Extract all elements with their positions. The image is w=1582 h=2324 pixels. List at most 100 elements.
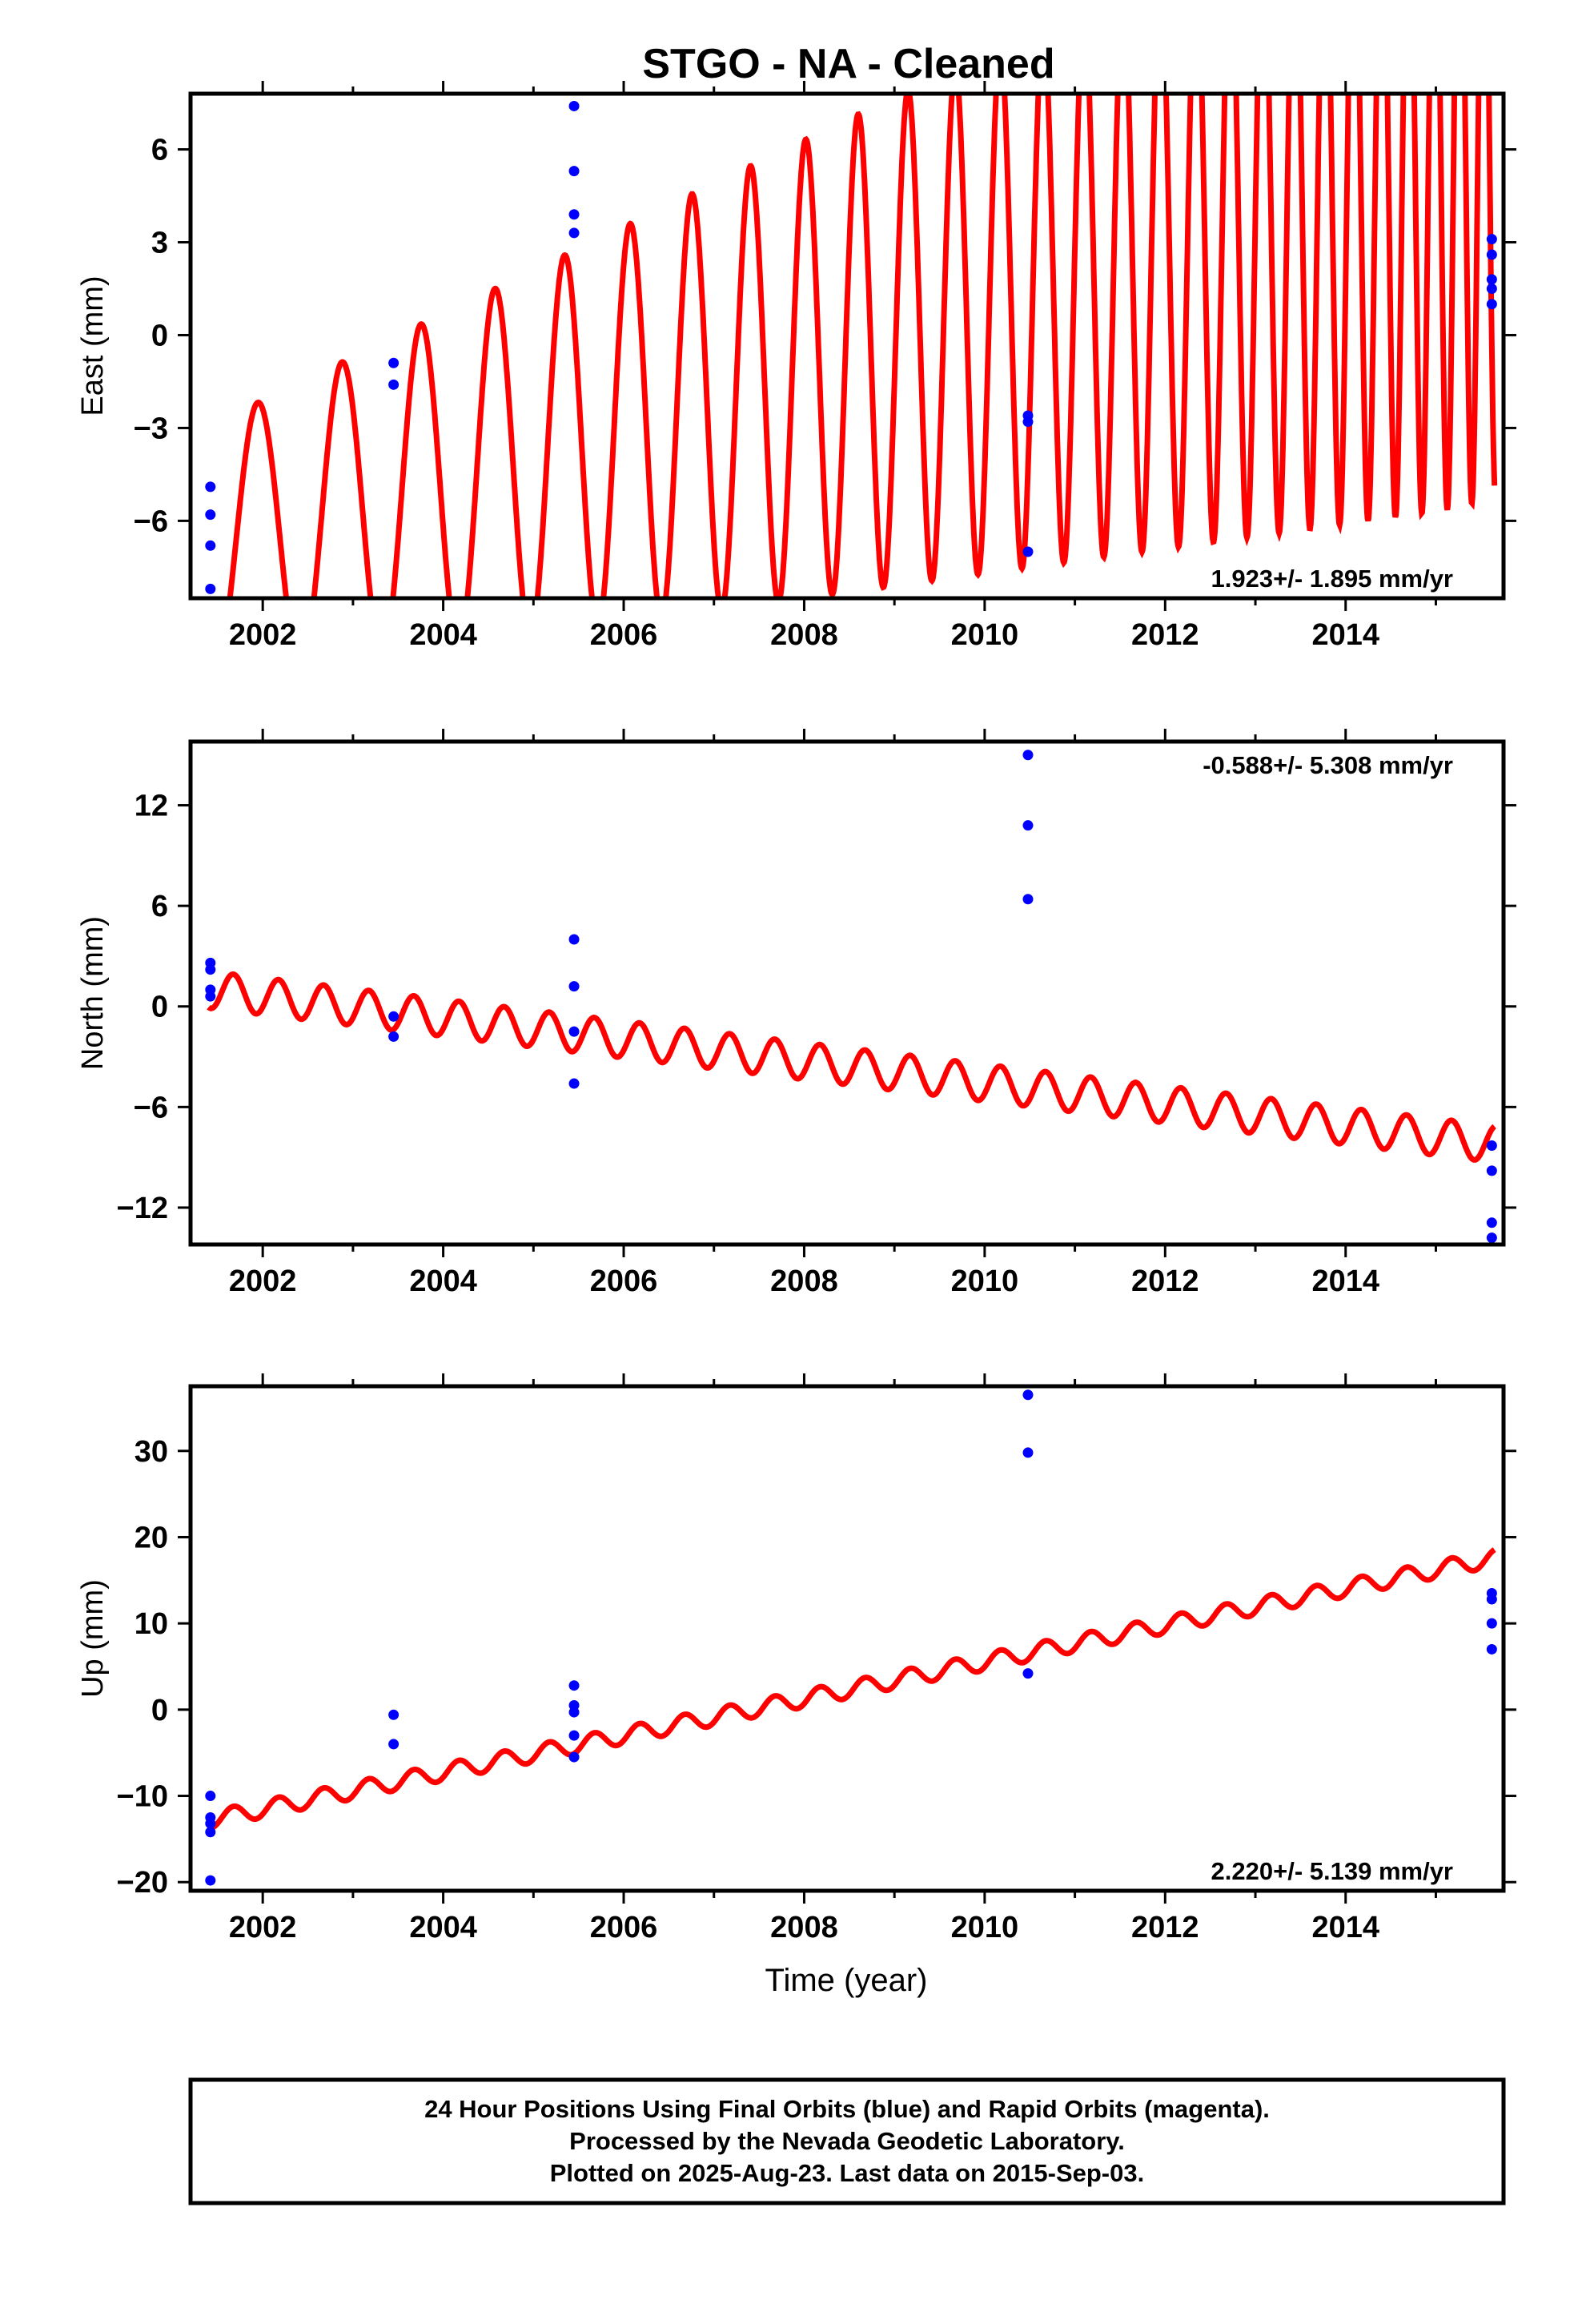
up-x-tick-label: 2008 (770, 1911, 838, 1944)
up-x-tick-label: 2006 (590, 1911, 658, 1944)
up-plot-frame (188, 1384, 1506, 1893)
footer-box: 24 Hour Positions Using Final Orbits (bl… (188, 2077, 1506, 2205)
footer-line-2: Processed by the Nevada Geodetic Laborat… (569, 2127, 1125, 2155)
up-observation-point (568, 1680, 580, 1691)
east-rate-label: 1.923+/- 1.895 mm/yr (1211, 565, 1453, 593)
up-y-tick-label: 10 (135, 1607, 168, 1641)
north-observation-point (1486, 1232, 1497, 1244)
east-observation-point (388, 379, 400, 390)
up-observation-point (568, 1751, 580, 1763)
east-observation-point (1022, 546, 1034, 557)
north-x-tick-label: 2010 (951, 1265, 1019, 1298)
north-x-tick-label: 2002 (229, 1265, 297, 1298)
east-y-tick-label: 0 (151, 319, 168, 352)
up-x-tick-label: 2004 (409, 1911, 477, 1944)
footer-line-1: 24 Hour Positions Using Final Orbits (bl… (424, 2095, 1270, 2123)
up-observation-point (388, 1739, 400, 1750)
north-observation-point (568, 981, 580, 992)
east-x-tick-label: 2014 (1311, 618, 1379, 652)
north-y-tick-label: −12 (117, 1192, 168, 1225)
up-observation-point (1486, 1618, 1497, 1629)
north-observation-point (568, 1026, 580, 1037)
up-observation-point (1486, 1643, 1497, 1655)
north-x-tick-label: 2008 (770, 1265, 838, 1298)
x-axis-label: Time (year) (765, 1963, 928, 1998)
north-rate-label: -0.588+/- 5.308 mm/yr (1203, 751, 1453, 779)
up-observation-point (205, 1875, 216, 1886)
up-observation-point (205, 1818, 216, 1829)
north-observation-point (568, 1078, 580, 1089)
footer-line-3: Plotted on 2025-Aug-23. Last data on 201… (550, 2159, 1144, 2187)
north-observation-point (1486, 1165, 1497, 1176)
east-y-axis-label: East (mm) (76, 275, 110, 416)
up-panel: 2002 2004 2006 2008 2010 2012 20143020100−10−2… (76, 1373, 1516, 1944)
east-observation-point (205, 583, 216, 594)
north-observation-point (1486, 1217, 1497, 1228)
east-x-tick-label: 2004 (409, 618, 477, 652)
east-y-tick-label: 3 (151, 227, 168, 260)
north-y-tick-label: 0 (151, 991, 168, 1024)
up-model-line (208, 1547, 1496, 1831)
east-x-tick-label: 2012 (1131, 618, 1199, 652)
up-y-tick-label: 30 (135, 1435, 168, 1469)
east-model-line (227, 94, 1498, 598)
east-x-tick-label: 2010 (951, 618, 1019, 652)
east-y-tick-label: −6 (134, 505, 168, 538)
up-observation-point (1022, 1668, 1034, 1679)
north-observation-point (568, 934, 580, 945)
east-observation-point (568, 209, 580, 220)
up-x-tick-label: 2012 (1131, 1911, 1199, 1944)
up-x-tick-label: 2002 (229, 1911, 297, 1944)
east-observation-point (568, 166, 580, 177)
east-x-tick-label: 2006 (590, 618, 658, 652)
north-x-tick-label: 2004 (409, 1265, 477, 1298)
north-y-tick-label: −6 (134, 1091, 168, 1124)
east-observation-point (1022, 416, 1034, 428)
up-observation-point (1022, 1389, 1034, 1401)
north-panel: 2002 2004 2006 2008 2010 2012 2014 12 6 0 −6 −12 Nor… (76, 729, 1516, 1298)
east-observation-point (568, 227, 580, 239)
up-observation-point (205, 1827, 216, 1838)
up-x-tick-label: 2010 (951, 1911, 1019, 1944)
up-observation-point (1022, 1447, 1034, 1458)
north-observation-point (1022, 894, 1034, 905)
north-observation-point (205, 964, 216, 975)
north-x-tick-label: 2014 (1311, 1265, 1379, 1298)
north-y-axis-label: North (mm) (76, 916, 110, 1070)
north-observation-point (205, 991, 216, 1002)
east-y-tick-label: −3 (134, 412, 168, 445)
east-y-tick-label: 6 (151, 134, 168, 167)
up-observation-point (205, 1791, 216, 1802)
east-x-tick-label: 2008 (770, 618, 838, 652)
east-observation-point (205, 481, 216, 493)
east-observation-point (1486, 234, 1497, 245)
north-x-tick-label: 2006 (590, 1265, 658, 1298)
up-y-tick-label: 0 (151, 1694, 168, 1727)
up-y-tick-label: 20 (135, 1521, 168, 1554)
north-y-tick-label: 6 (151, 890, 168, 923)
east-observation-point (568, 100, 580, 111)
north-observation-point (1486, 1140, 1497, 1151)
up-observation-point (388, 1709, 400, 1720)
east-observation-point (1486, 249, 1497, 260)
east-x-tick-label: 2002 (229, 618, 297, 652)
up-y-tick-label: −10 (117, 1780, 168, 1814)
east-observation-point (205, 509, 216, 521)
east-observation-point (205, 540, 216, 551)
east-observation-point (1486, 299, 1497, 310)
up-rate-label: 2.220+/- 5.139 mm/yr (1211, 1857, 1453, 1885)
up-y-tick-label: −20 (117, 1866, 168, 1900)
east-plot-frame (188, 91, 1506, 601)
up-y-axis-label: Up (mm) (76, 1579, 110, 1698)
north-x-tick-label: 2012 (1131, 1265, 1199, 1298)
north-observation-point (1022, 820, 1034, 831)
up-x-tick-label: 2014 (1311, 1911, 1379, 1944)
north-plot-frame (188, 739, 1506, 1247)
up-observation-point (568, 1707, 580, 1718)
chart-title: STGO - NA - Cleaned (642, 41, 1054, 87)
north-observation-point (388, 1031, 400, 1042)
north-model-line (207, 971, 1496, 1163)
east-panel: 2002 2004 2006 2008 2010 2012 2014 6 3 0 −3 −6 East … (76, 81, 1516, 652)
up-observation-point (568, 1730, 580, 1741)
